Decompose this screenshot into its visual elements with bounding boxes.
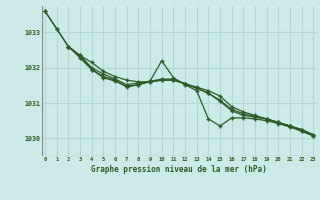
X-axis label: Graphe pression niveau de la mer (hPa): Graphe pression niveau de la mer (hPa) (91, 165, 267, 174)
